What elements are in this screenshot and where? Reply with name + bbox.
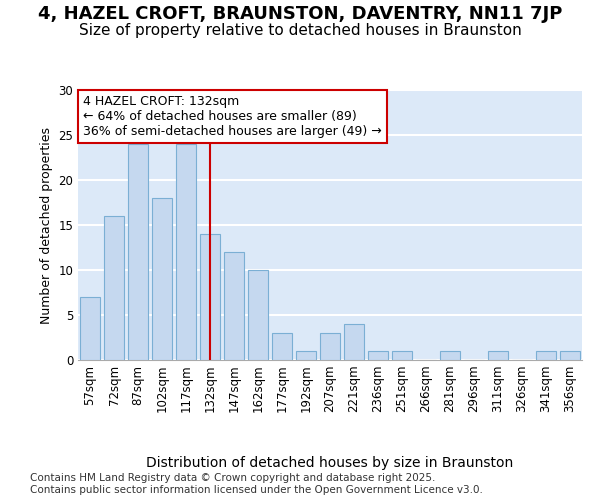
Bar: [368, 351, 388, 360]
Bar: [560, 351, 580, 360]
Bar: [176, 144, 196, 360]
Text: Contains HM Land Registry data © Crown copyright and database right 2025.
Contai: Contains HM Land Registry data © Crown c…: [30, 474, 483, 495]
Text: Size of property relative to detached houses in Braunston: Size of property relative to detached ho…: [79, 22, 521, 38]
Bar: [80, 297, 100, 360]
Bar: [128, 144, 148, 360]
Text: 4 HAZEL CROFT: 132sqm
← 64% of detached houses are smaller (89)
36% of semi-deta: 4 HAZEL CROFT: 132sqm ← 64% of detached …: [83, 96, 382, 138]
Bar: [272, 333, 292, 360]
Y-axis label: Number of detached properties: Number of detached properties: [40, 126, 53, 324]
Bar: [248, 270, 268, 360]
Bar: [104, 216, 124, 360]
Bar: [224, 252, 244, 360]
Text: Distribution of detached houses by size in Braunston: Distribution of detached houses by size …: [146, 456, 514, 470]
Bar: [296, 351, 316, 360]
Text: 4, HAZEL CROFT, BRAUNSTON, DAVENTRY, NN11 7JP: 4, HAZEL CROFT, BRAUNSTON, DAVENTRY, NN1…: [38, 5, 562, 23]
Bar: [440, 351, 460, 360]
Bar: [200, 234, 220, 360]
Bar: [152, 198, 172, 360]
Bar: [320, 333, 340, 360]
Bar: [536, 351, 556, 360]
Bar: [488, 351, 508, 360]
Bar: [344, 324, 364, 360]
Bar: [392, 351, 412, 360]
